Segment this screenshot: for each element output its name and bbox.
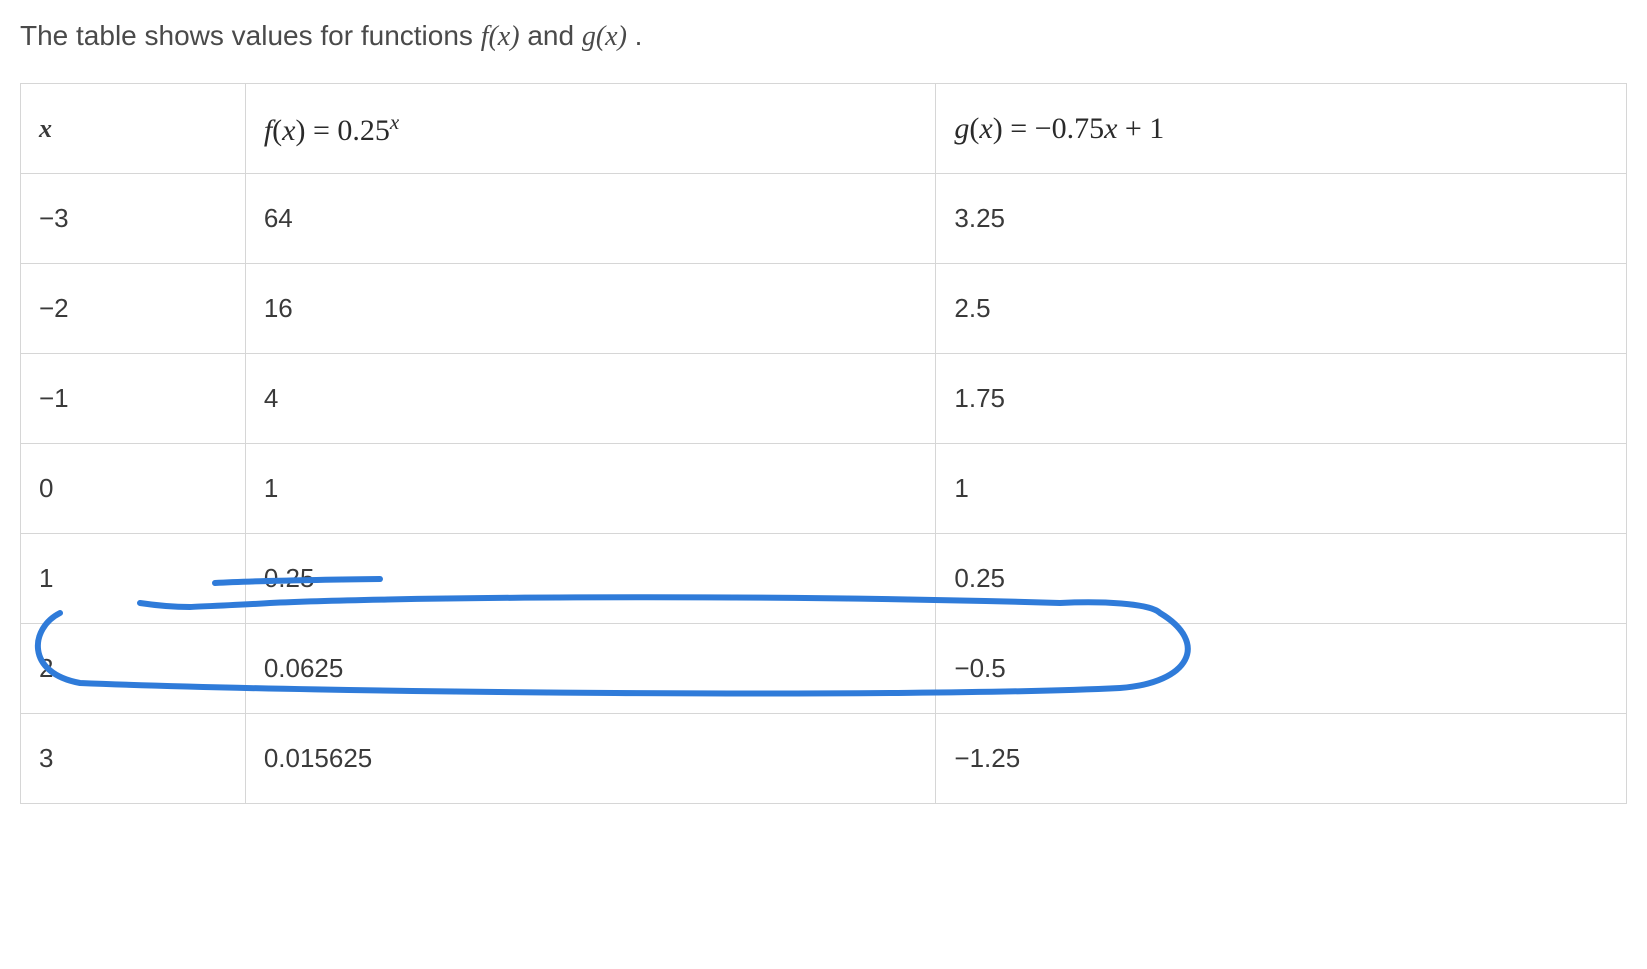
intro-prefix: The table shows values for functions — [20, 20, 481, 51]
cell-gx: −0.5 — [936, 624, 1627, 714]
cell-fx: 16 — [245, 264, 936, 354]
cell-gx: 1.75 — [936, 354, 1627, 444]
cell-fx: 0.015625 — [245, 714, 936, 804]
function-table: x f(x) = 0.25x g(x) = −0.75x + 1 −3643.2… — [20, 83, 1627, 804]
intro-text: The table shows values for functions f(x… — [20, 20, 1627, 53]
cell-fx: 0.25 — [245, 534, 936, 624]
table-row: −141.75 — [21, 354, 1627, 444]
cell-x: −1 — [21, 354, 246, 444]
table-row: 10.250.25 — [21, 534, 1627, 624]
header-gx: g(x) = −0.75x + 1 — [936, 84, 1627, 174]
header-fx: f(x) = 0.25x — [245, 84, 936, 174]
cell-gx: 2.5 — [936, 264, 1627, 354]
table-row: 30.015625−1.25 — [21, 714, 1627, 804]
cell-x: 3 — [21, 714, 246, 804]
intro-suffix: . — [627, 20, 643, 51]
cell-fx: 4 — [245, 354, 936, 444]
table-row: 011 — [21, 444, 1627, 534]
intro-and: and — [520, 20, 582, 51]
cell-fx: 1 — [245, 444, 936, 534]
cell-x: 0 — [21, 444, 246, 534]
table-header-row: x f(x) = 0.25x g(x) = −0.75x + 1 — [21, 84, 1627, 174]
cell-x: −2 — [21, 264, 246, 354]
cell-x: 1 — [21, 534, 246, 624]
table-row: 20.0625−0.5 — [21, 624, 1627, 714]
cell-fx: 0.0625 — [245, 624, 936, 714]
cell-gx: 0.25 — [936, 534, 1627, 624]
table-row: −2162.5 — [21, 264, 1627, 354]
intro-g: g(x) — [582, 21, 627, 52]
cell-fx: 64 — [245, 174, 936, 264]
cell-gx: −1.25 — [936, 714, 1627, 804]
cell-x: −3 — [21, 174, 246, 264]
cell-gx: 1 — [936, 444, 1627, 534]
table-row: −3643.25 — [21, 174, 1627, 264]
table-wrapper: x f(x) = 0.25x g(x) = −0.75x + 1 −3643.2… — [20, 83, 1627, 804]
intro-f: f(x) — [481, 21, 520, 52]
cell-x: 2 — [21, 624, 246, 714]
header-x: x — [21, 84, 246, 174]
cell-gx: 3.25 — [936, 174, 1627, 264]
